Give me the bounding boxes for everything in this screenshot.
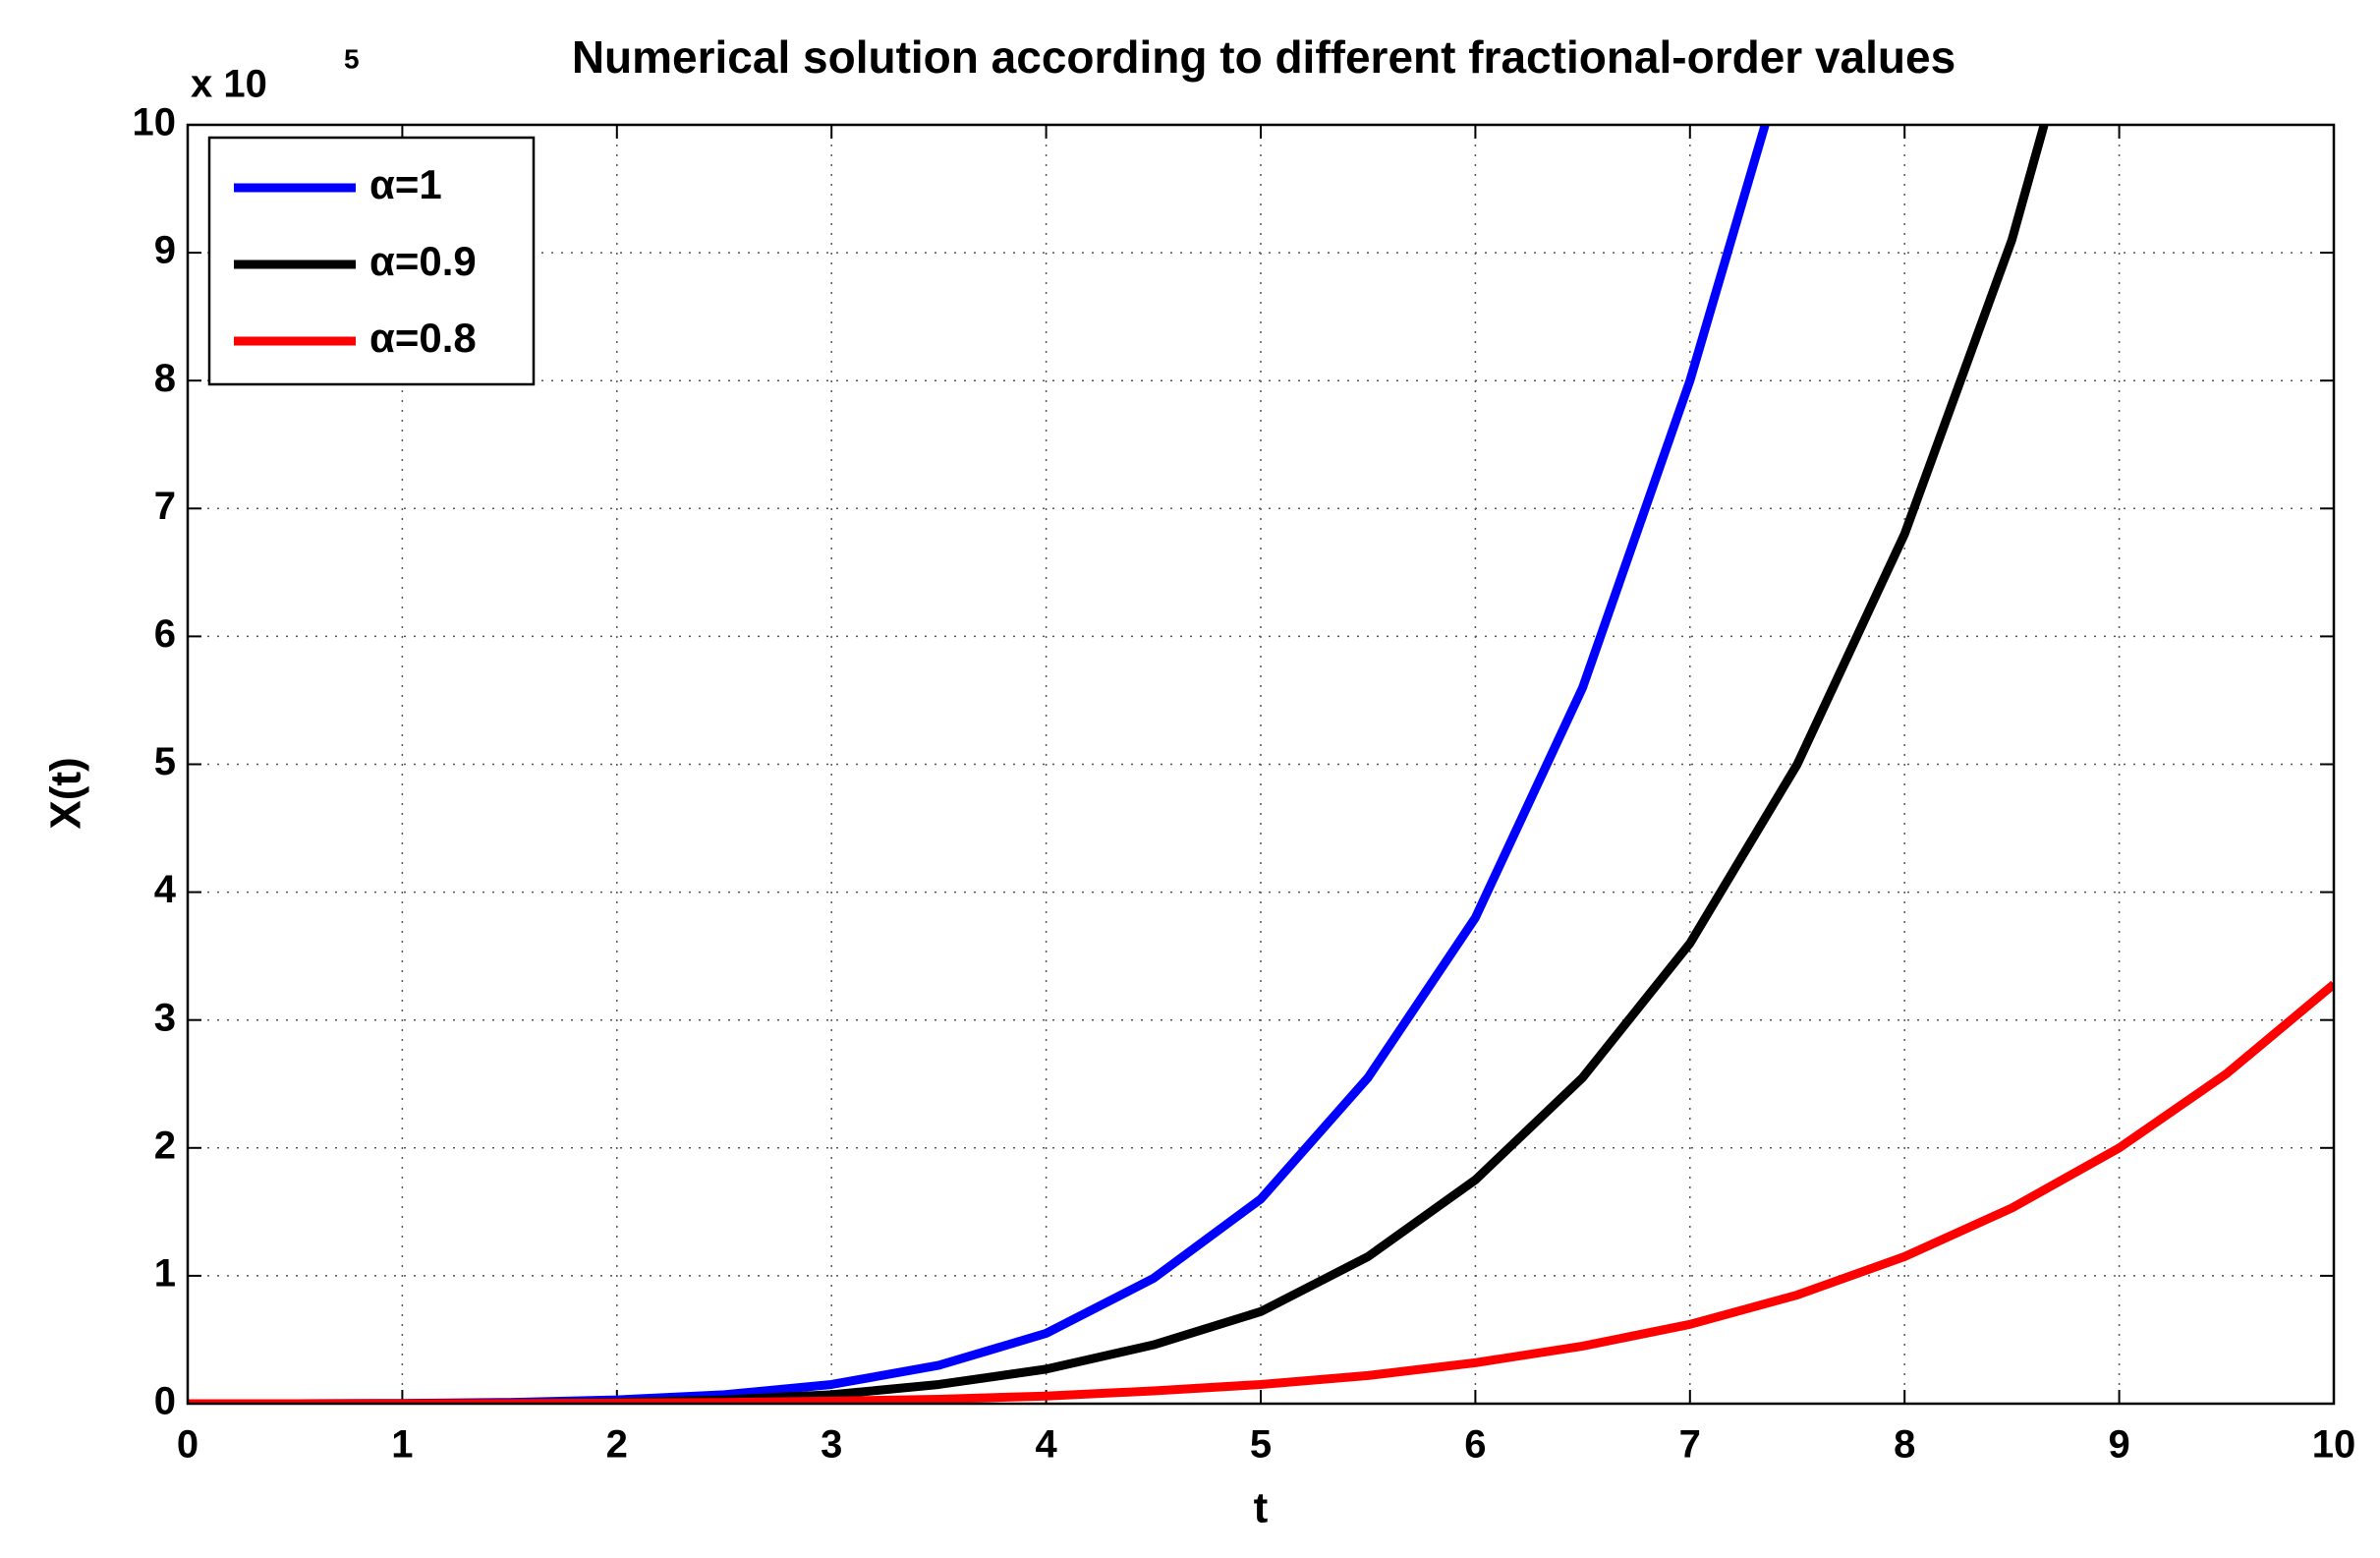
x-tick-label: 10: [2312, 1423, 2356, 1467]
legend-label: α=0.8: [369, 315, 477, 361]
y-tick-label: 7: [154, 485, 176, 528]
chart-title: Numerical solution according to differen…: [572, 31, 1955, 83]
y-tick-label: 0: [154, 1380, 176, 1423]
legend: α=1 α=0.9 α=0.8: [207, 136, 536, 386]
y-tick-label: 10: [133, 101, 177, 144]
x-tick-label: 1: [391, 1423, 413, 1467]
x-tick-label: 8: [1894, 1423, 1915, 1467]
y-axis-label: X(t): [42, 757, 90, 829]
x-tick-label: 5: [1250, 1423, 1272, 1467]
y-tick-label: 8: [154, 357, 176, 400]
x-tick-label: 7: [1679, 1423, 1701, 1467]
x-tick-label: 3: [821, 1423, 842, 1467]
x-tick-label: 2: [606, 1423, 628, 1467]
plot-frame: [186, 123, 2336, 1406]
y-tick-label: 9: [154, 229, 176, 272]
x-tick-label: 6: [1464, 1423, 1486, 1467]
x-tick-label: 9: [2108, 1423, 2129, 1467]
y-tick-label: 1: [154, 1251, 176, 1295]
y-tick-label: 2: [154, 1124, 176, 1167]
y-tick-label: 6: [154, 612, 176, 656]
x-tick-label: 0: [177, 1423, 198, 1467]
y-tick-label: 4: [154, 868, 177, 911]
y-multiplier: x 10: [191, 63, 267, 106]
y-tick-label: 3: [154, 996, 176, 1039]
x-tick-label: 4: [1035, 1423, 1057, 1467]
x-axis-label: t: [1254, 1484, 1269, 1532]
legend-label: α=0.9: [369, 238, 477, 284]
legend-label: α=1: [369, 161, 442, 207]
y-multiplier-exponent: 5: [344, 43, 360, 74]
y-tick-label: 5: [154, 740, 176, 783]
